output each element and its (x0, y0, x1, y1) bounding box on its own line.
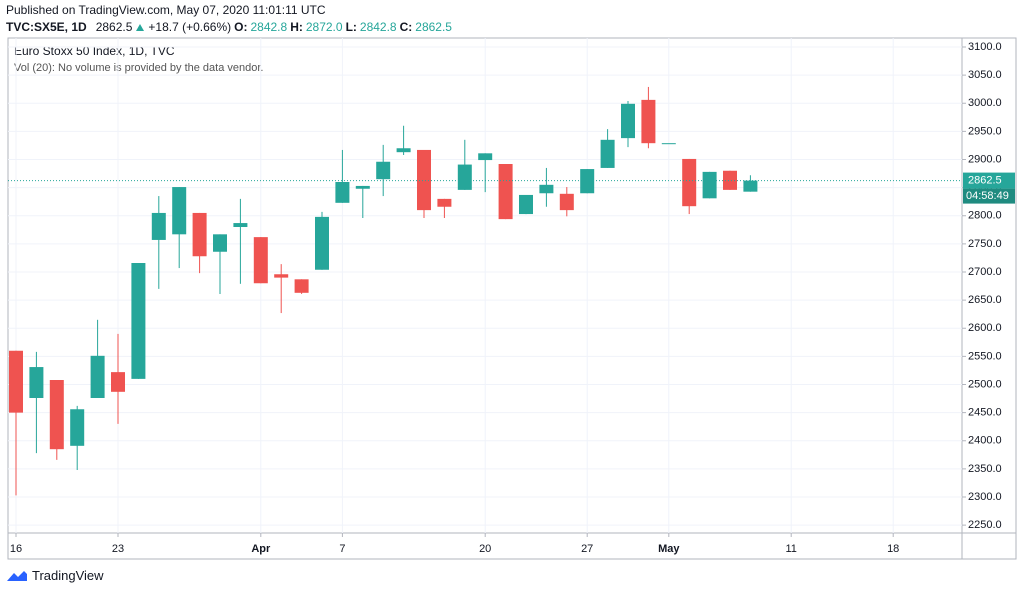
candle-body (151, 212, 166, 240)
candle-body (498, 164, 513, 220)
symbol-header: TVC:SX5E, 1D 2862.5 +18.7 (+0.66%) O: 284… (6, 20, 452, 34)
candle-body (723, 170, 737, 190)
last-price-label: 2862.5 (968, 175, 1002, 187)
chart: Euro Stoxx 50 Index, 1D, TVC Vol (20): N… (7, 37, 1017, 560)
candle-body (213, 234, 227, 252)
candle-body (682, 158, 697, 207)
y-tick-label: 2900.0 (968, 153, 1002, 165)
candle-body (29, 367, 44, 398)
candle-body (743, 180, 758, 192)
candle-body (90, 355, 105, 398)
ohlc-value: 2862.5 (415, 20, 452, 34)
y-tick-label: 2950.0 (968, 125, 1002, 137)
brand-name: TradingView (32, 568, 104, 583)
candle-body (9, 350, 23, 413)
candle-body (253, 237, 268, 284)
brand-logo (7, 570, 27, 581)
x-tick-label: May (658, 543, 680, 555)
candle-body (600, 139, 615, 168)
y-tick-label: 2250.0 (968, 519, 1002, 531)
candle-body (274, 274, 289, 278)
x-tick-label: 23 (112, 543, 124, 555)
candle-body (131, 263, 146, 379)
x-tick-label: 11 (785, 543, 796, 555)
countdown-label: 04:58:49 (966, 190, 1009, 202)
countdown-box (963, 188, 1015, 204)
last-price-box (963, 172, 1015, 189)
y-tick-label: 2400.0 (968, 435, 1002, 447)
candle-body (641, 99, 656, 144)
price: 2862.5 (95, 20, 133, 34)
candle-body (437, 198, 452, 207)
candle-body (335, 182, 350, 203)
x-tick-label: Apr (251, 543, 271, 555)
candle-body (519, 194, 533, 215)
ohlc: O: 2842.8 H: 2872.0 L: 2842.8 C: 2862.5 (234, 20, 452, 34)
up-arrow (136, 23, 145, 31)
candle-body (111, 372, 125, 392)
y-tick-label: 3050.0 (968, 69, 1002, 81)
candle-body (661, 143, 676, 145)
ohlc-value: 2872.0 (305, 20, 343, 34)
symbol: TVC:SX5E, 1D (6, 20, 87, 34)
y-tick-label: 3100.0 (968, 41, 1002, 53)
ohlc-value: 2842.8 (359, 20, 397, 34)
candle-body (315, 216, 329, 270)
y-tick-label: 2450.0 (968, 407, 1002, 419)
candle-body (702, 171, 717, 199)
y-tick-label: 2500.0 (968, 378, 1002, 390)
y-tick-label: 3000.0 (968, 97, 1002, 109)
published-note: Published on TradingView.com, May 07, 20… (6, 3, 326, 17)
candle-body (539, 184, 554, 194)
x-tick-label: 27 (581, 543, 593, 555)
y-tick-label: 2800.0 (968, 210, 1002, 222)
candle-body (172, 187, 187, 235)
ohlc-label: L: (345, 20, 357, 34)
chart-title: Euro Stoxx 50 Index, 1D, TVC (14, 44, 175, 58)
y-tick-label: 2650.0 (968, 294, 1002, 306)
ohlc-value: 2842.8 (250, 20, 288, 34)
candle-body (49, 380, 64, 450)
grid (8, 38, 962, 533)
candle-body (396, 148, 411, 153)
candle-body (355, 185, 370, 189)
y-tick-label: 2550.0 (968, 350, 1002, 362)
candle-body (478, 153, 493, 161)
y-tick-label: 2700.0 (968, 266, 1002, 278)
x-tick-label: 16 (10, 543, 22, 555)
y-tick-label: 2600.0 (968, 322, 1002, 334)
candle-body (457, 164, 472, 190)
x-tick-label: 20 (479, 543, 491, 555)
y-tick-label: 2750.0 (968, 238, 1002, 250)
candle-body (559, 193, 574, 211)
x-tick-label: 18 (887, 543, 899, 555)
ohlc-label: H: (290, 20, 303, 34)
candle-body (192, 212, 207, 257)
candle-body (376, 161, 391, 180)
candle-body (294, 279, 309, 293)
x-tick-label: 7 (339, 543, 345, 555)
candle-body (417, 149, 431, 211)
ohlc-label: O: (234, 20, 248, 34)
candle-body (70, 409, 85, 446)
chart-frame (7, 37, 1017, 560)
candle-body (580, 169, 595, 194)
candle-body (233, 223, 248, 227)
y-tick-label: 2300.0 (968, 491, 1002, 503)
candle-body (621, 103, 635, 139)
y-tick-label: 2350.0 (968, 463, 1002, 475)
brand: TradingView (6, 568, 104, 583)
change: +18.7 (+0.66%) (148, 20, 232, 34)
chart-subtitle: Vol (20): No volume is provided by the d… (14, 62, 263, 74)
ohlc-label: C: (399, 20, 413, 34)
